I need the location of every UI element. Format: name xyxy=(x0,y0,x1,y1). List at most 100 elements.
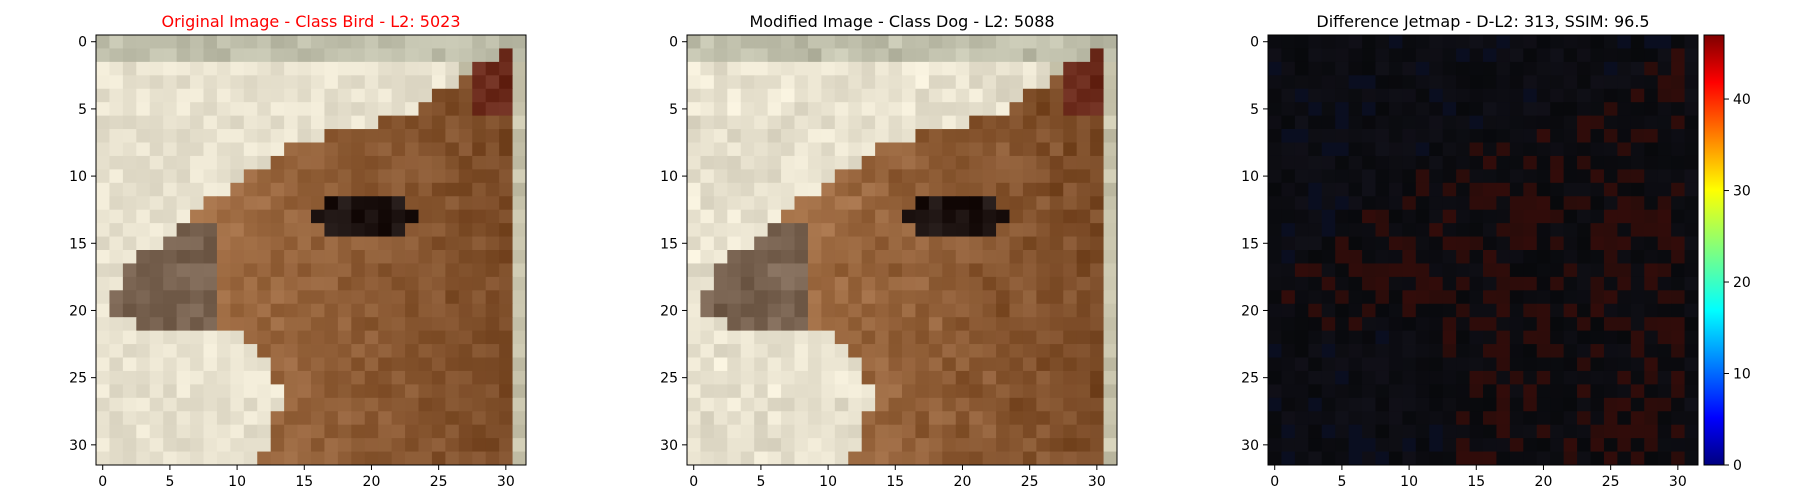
pixel-cell xyxy=(1076,196,1091,211)
pixel-cell xyxy=(996,276,1010,291)
pixel-cell xyxy=(1076,236,1091,251)
pixel-cell xyxy=(1388,223,1403,237)
pixel-cell xyxy=(1671,75,1685,90)
pixel-cell xyxy=(311,236,325,251)
pixel-cell xyxy=(1630,236,1645,251)
pixel-cell xyxy=(1684,142,1698,157)
pixel-cell xyxy=(1469,276,1484,291)
pixel-cell xyxy=(996,48,1010,63)
pixel-cell xyxy=(754,397,769,412)
pixel-cell xyxy=(1049,397,1064,412)
pixel-cell xyxy=(472,397,487,412)
pixel-cell xyxy=(405,223,419,237)
pixel-cell xyxy=(1294,209,1309,224)
pixel-cell xyxy=(794,129,809,143)
pixel-cell xyxy=(230,102,245,117)
pixel-cell xyxy=(1294,35,1309,49)
pixel-cell xyxy=(431,276,446,291)
pixel-cell xyxy=(1335,451,1350,465)
pixel-cell xyxy=(821,61,836,76)
pixel-cell xyxy=(418,61,433,76)
pixel-cell xyxy=(1009,384,1024,399)
pixel-cell xyxy=(713,236,728,251)
pixel-cell xyxy=(1442,182,1457,197)
pixel-cell xyxy=(230,196,245,211)
pixel-cell xyxy=(1577,384,1591,399)
pixel-cell xyxy=(1049,411,1064,426)
pixel-cell xyxy=(216,75,231,90)
pixel-cell xyxy=(1335,276,1350,291)
pixel-cell xyxy=(1415,451,1430,465)
pixel-cell xyxy=(821,223,836,237)
pixel-cell xyxy=(324,129,339,143)
pixel-cell xyxy=(1630,169,1645,184)
pixel-cell xyxy=(996,290,1010,305)
pixel-cell xyxy=(324,370,339,385)
pixel-cell xyxy=(1022,209,1037,224)
pixel-cell xyxy=(458,317,473,332)
pixel-cell xyxy=(1090,250,1104,264)
pixel-cell xyxy=(1402,142,1417,157)
pixel-cell xyxy=(499,290,513,305)
pixel-cell xyxy=(458,357,473,372)
colorbar-tick-label: 0 xyxy=(1733,458,1742,474)
image-difference xyxy=(1268,35,1698,465)
pixel-cell xyxy=(1362,411,1376,426)
pixel-cell xyxy=(1049,35,1064,49)
pixel-cell xyxy=(257,370,272,385)
pixel-cell xyxy=(391,169,406,184)
pixel-cell xyxy=(700,276,715,291)
pixel-cell xyxy=(1036,411,1051,426)
pixel-cell xyxy=(1063,142,1078,157)
y-tick-label: 25 xyxy=(69,371,87,387)
pixel-cell xyxy=(163,236,178,251)
y-tick-label: 10 xyxy=(660,169,678,185)
pixel-cell xyxy=(834,397,849,412)
pixel-cell xyxy=(1036,88,1051,103)
pixel-cell xyxy=(391,438,406,452)
pixel-cell xyxy=(1308,384,1323,399)
pixel-cell xyxy=(1496,155,1511,170)
pixel-cell xyxy=(1523,357,1538,372)
pixel-cell xyxy=(458,102,473,117)
pixel-cell xyxy=(405,357,419,372)
pixel-cell xyxy=(1362,102,1376,117)
pixel-cell xyxy=(767,451,782,465)
pixel-cell xyxy=(848,155,863,170)
pixel-cell xyxy=(472,370,487,385)
pixel-cell xyxy=(754,330,769,345)
pixel-cell xyxy=(955,236,970,251)
pixel-cell xyxy=(230,48,245,63)
pixel-cell xyxy=(700,75,715,90)
pixel-cell xyxy=(243,411,258,426)
pixel-cell xyxy=(942,129,957,143)
pixel-cell xyxy=(270,223,285,237)
pixel-cell xyxy=(1063,169,1078,184)
pixel-cell xyxy=(270,236,285,251)
pixel-cell xyxy=(834,223,849,237)
pixel-cell xyxy=(445,357,460,372)
pixel-cell xyxy=(740,102,755,117)
pixel-cell xyxy=(364,290,379,305)
pixel-cell xyxy=(1009,209,1024,224)
pixel-cell xyxy=(1063,102,1078,117)
pixel-cell xyxy=(834,61,849,76)
pixel-cell xyxy=(109,250,124,264)
pixel-cell xyxy=(1603,451,1618,465)
pixel-cell xyxy=(861,209,876,224)
pixel-cell xyxy=(1348,88,1363,103)
pixel-cell xyxy=(1684,397,1698,412)
pixel-cell xyxy=(1022,129,1037,143)
pixel-cell xyxy=(1268,250,1282,264)
pixel-cell xyxy=(499,142,513,157)
pixel-cell xyxy=(902,250,916,264)
x-tick-label: 25 xyxy=(430,474,448,490)
pixel-cell xyxy=(1644,438,1659,452)
pixel-cell xyxy=(727,115,742,130)
pixel-cell xyxy=(1429,250,1444,264)
pixel-cell xyxy=(1523,48,1538,63)
pixel-cell xyxy=(270,142,285,157)
pixel-cell xyxy=(807,411,822,426)
pixel-cell xyxy=(700,424,715,439)
pixel-cell xyxy=(136,411,151,426)
